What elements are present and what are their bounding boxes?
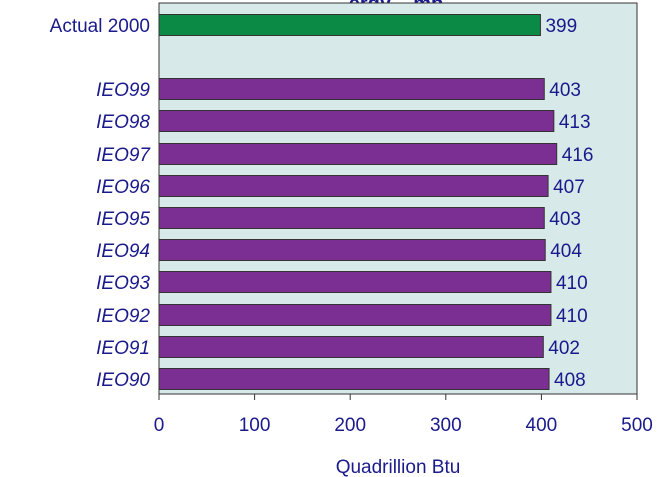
category-label-actual-2000: Actual 2000 [50, 16, 150, 37]
bar-ieo93 [159, 272, 551, 293]
category-label-ieo90: IEO90 [96, 370, 150, 391]
value-label-ieo94: 404 [550, 241, 582, 262]
category-label-ieo97: IEO97 [96, 145, 151, 166]
value-label-ieo96: 407 [553, 177, 585, 198]
value-label-ieo93: 410 [556, 273, 588, 294]
category-label-ieo95: IEO95 [96, 209, 150, 230]
x-axis-title: Quadrillion Btu [336, 457, 461, 477]
bar-actual-2000 [159, 15, 540, 36]
category-labels: Actual 2000 IEO99 IEO98 IEO97 IEO96 IEO95 IEO9… [50, 16, 152, 391]
bar-ieo99 [159, 79, 544, 100]
bar-ieo92 [159, 305, 551, 326]
category-label-ieo99: IEO99 [96, 80, 150, 101]
plot-area [159, 3, 637, 394]
x-axis: 0 100 200 300 400 500 [154, 394, 653, 436]
category-label-ieo93: IEO93 [96, 273, 150, 294]
x-tick-label-500: 500 [621, 415, 653, 436]
category-label-ieo96: IEO96 [96, 177, 150, 198]
value-label-ieo95: 403 [549, 209, 581, 230]
bar-ieo98 [159, 111, 554, 132]
value-label-actual-2000: 399 [545, 16, 577, 37]
category-label-ieo94: IEO94 [96, 241, 150, 262]
value-label-ieo92: 410 [556, 306, 588, 327]
x-tick-label-200: 200 [334, 415, 366, 436]
bar-ieo94 [159, 240, 545, 261]
value-label-ieo99: 403 [549, 80, 581, 101]
x-tick-label-100: 100 [239, 415, 271, 436]
bar-ieo96 [159, 176, 548, 197]
value-label-ieo98: 413 [559, 112, 591, 133]
bar-ieo91 [159, 337, 543, 358]
value-label-ieo97: 416 [562, 145, 594, 166]
bar-ieo97 [159, 144, 557, 165]
bar-ieo90 [159, 369, 549, 390]
category-label-ieo98: IEO98 [96, 112, 150, 133]
bar-ieo95 [159, 208, 544, 229]
value-label-ieo91: 402 [548, 338, 580, 359]
category-label-ieo91: IEO91 [96, 338, 150, 359]
category-label-ieo92: IEO92 [96, 306, 150, 327]
value-label-ieo90: 408 [554, 370, 586, 391]
x-tick-label-300: 300 [430, 415, 462, 436]
x-tick-label-0: 0 [154, 415, 165, 436]
x-tick-label-400: 400 [526, 415, 558, 436]
